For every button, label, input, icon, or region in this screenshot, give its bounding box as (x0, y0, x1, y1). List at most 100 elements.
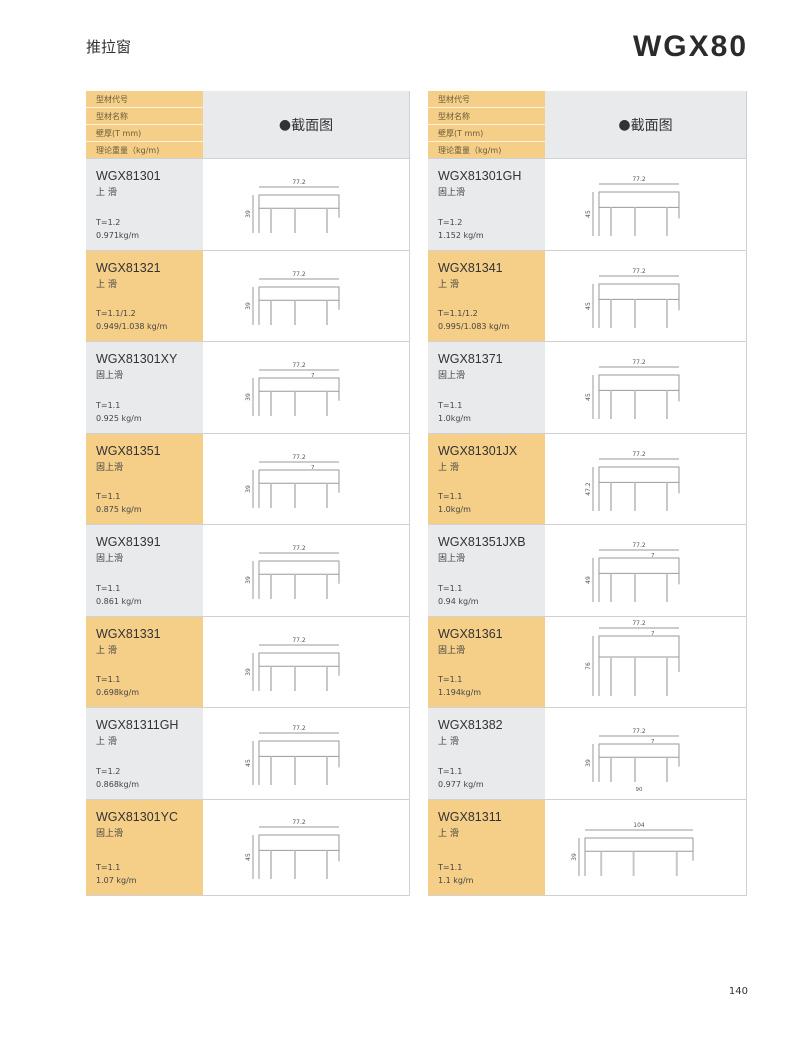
profile-code: WGX81301YC (96, 809, 178, 824)
profile-name: 上 滑 (438, 828, 459, 839)
section-drawing: 77.2 47.2 (585, 451, 679, 511)
profile-code: WGX81371 (438, 352, 503, 366)
profile-info: WGX81361 固上滑 T=1.1 1.194kg/m (428, 616, 545, 707)
theoretical-weight: 0.949/1.038 kg/m (96, 322, 168, 331)
header-caption: ● 截面图 (545, 91, 746, 158)
header-labels: 型材代号 型材名称 壁厚(T mm) 理论重量（kg/m) (428, 91, 545, 158)
profile-info: WGX81341 上 滑 T=1.1/1.2 0.995/1.083 kg/m (428, 250, 545, 341)
section-drawing: 77.2 39 7 (245, 362, 340, 417)
table-row: WGX81311GH 上 滑 T=1.2 0.868kg/m 77.2 45 (86, 708, 409, 800)
profile-outline (258, 834, 340, 879)
section-title: 推拉窗 (86, 38, 132, 56)
header-label: 理论重量（kg/m) (438, 145, 502, 155)
header-label: 型材名称 (428, 108, 545, 125)
wall-thickness: T=1.1 (438, 766, 463, 776)
profile-info: WGX81301YC 固上滑 T=1.1 1.07 kg/m (86, 799, 203, 895)
section-drawing-cell: 77.2 45 (545, 159, 746, 250)
theoretical-weight: 1.152 kg/m (438, 230, 484, 240)
section-drawing: 77.2 76 7 (585, 620, 679, 696)
profile-code: WGX81391 (96, 535, 161, 549)
profile-code: WGX81351JXB (438, 535, 526, 549)
profile-spec: T=1.1 1.1 kg/m (438, 861, 473, 887)
profile-spec: T=1.2 0.868kg/m (96, 765, 139, 791)
profile-spec: T=1.1 0.925 kg/m (96, 399, 142, 425)
profile-info: WGX81311 上 滑 T=1.1 1.1 kg/m (428, 799, 545, 895)
table-row: WGX81301YC 固上滑 T=1.1 1.07 kg/m 77.2 45 (86, 799, 409, 895)
caption-text: 截面图 (630, 117, 673, 134)
wall-thickness: T=1.1/1.2 (438, 309, 478, 318)
section-drawing-cell: 77.2 45 (545, 250, 746, 341)
profile-outline (258, 740, 340, 786)
profile-spec: T=1.2 1.152 kg/m (438, 216, 484, 242)
height-dimension: 39 (571, 853, 578, 861)
height-dimension: 45 (585, 393, 592, 401)
profile-info: WGX81371 固上滑 T=1.1 1.0kg/m (428, 342, 545, 433)
profile-info: WGX81301XY 固上滑 T=1.1 0.925 kg/m (86, 342, 203, 433)
profile-info: WGX81301 上 滑 T=1.2 0.971kg/m (86, 159, 203, 250)
profile-spec: T=1.1 0.875 kg/m (96, 490, 142, 516)
profile-name: 上 滑 (96, 645, 117, 656)
table-row: WGX81351 固上滑 T=1.1 0.875 kg/m 77.2 39 7 (86, 433, 409, 525)
profile-table-left: 型材代号 型材名称 壁厚(T mm) 理论重量（kg/m) ● 截面图 WGX81301 上… (86, 91, 410, 896)
width-dimension: 77.2 (292, 637, 306, 644)
profile-info: WGX81351JXB 固上滑 T=1.1 0.94 kg/m (428, 525, 545, 616)
table-row: WGX81341 上 滑 T=1.1/1.2 0.995/1.083 kg/m 77.2… (428, 250, 746, 342)
wall-thickness: T=1.1 (96, 862, 121, 872)
page-number: 140 (728, 986, 748, 997)
header-label: 壁厚(T mm) (428, 125, 545, 142)
section-drawing-cell: 77.2 47.2 (545, 433, 746, 524)
groove-dimension: 7 (651, 739, 655, 745)
section-drawing-cell: 77.2 39 7 90 (545, 708, 746, 799)
theoretical-weight: 1.07 kg/m (96, 875, 137, 885)
profile-spec: T=1.1 0.861 kg/m (96, 582, 142, 608)
theoretical-weight: 1.0kg/m (438, 413, 471, 423)
width-dimension: 77.2 (292, 454, 306, 461)
table-row: WGX81361 固上滑 T=1.1 1.194kg/m 77.2 76 7 (428, 616, 746, 708)
wall-thickness: T=1.1 (96, 492, 121, 501)
section-drawing: 77.2 45 (245, 819, 340, 879)
profile-outline (598, 283, 679, 328)
profile-spec: T=1.1 0.94 kg/m (438, 582, 479, 608)
wall-thickness: T=1.1/1.2 (96, 309, 136, 318)
height-dimension: 76 (585, 662, 592, 670)
profile-code: WGX81321 (96, 260, 161, 275)
profile-spec: T=1.1 1.0kg/m (438, 490, 471, 516)
height-dimension: 45 (245, 759, 252, 767)
profile-name: 固上滑 (438, 371, 466, 381)
section-drawing-cell: 77.2 39 (203, 159, 409, 250)
profile-name: 上 滑 (438, 279, 459, 290)
theoretical-weight: 0.868kg/m (96, 779, 140, 789)
table-row: WGX81331 上 滑 T=1.1 0.698kg/m 77.2 39 (86, 616, 409, 708)
table-row: WGX81321 上 滑 T=1.1/1.2 0.949/1.038 kg/m 77.2… (86, 250, 409, 342)
section-drawing: 77.2 39 (245, 545, 340, 600)
profile-name: 上 滑 (96, 188, 117, 198)
height-dimension: 39 (245, 576, 252, 584)
profile-code: WGX81361 (438, 626, 503, 641)
profile-code: WGX81301 (96, 169, 161, 183)
profile-code: WGX81351 (96, 443, 161, 458)
section-drawing-cell: 77.2 39 7 (203, 433, 409, 524)
profile-code: WGX81331 (96, 626, 161, 641)
width-dimension: 77.2 (292, 819, 306, 826)
header-label: 型材代号 (428, 91, 545, 108)
series-title: WGX80 (632, 30, 748, 63)
caption-text: 截面图 (291, 117, 334, 134)
profile-outline (258, 377, 340, 417)
section-drawing: 77.2 45 (245, 725, 340, 786)
profile-name: 固上滑 (438, 645, 466, 656)
profile-info: WGX81301GH 固上滑 T=1.2 1.152 kg/m (428, 159, 545, 250)
profile-spec: T=1.1 1.0kg/m (438, 399, 471, 425)
profile-outline (258, 560, 340, 600)
groove-dimension: 7 (311, 465, 315, 471)
wall-thickness: T=1.1 (438, 492, 463, 501)
profile-name: 上 滑 (438, 462, 459, 473)
profile-spec: T=1.1/1.2 0.995/1.083 kg/m (438, 307, 509, 333)
theoretical-weight: 0.925 kg/m (96, 413, 142, 423)
height-dimension: 45 (585, 210, 592, 218)
profile-outline (258, 286, 340, 325)
section-drawing: 77.2 45 (585, 359, 679, 420)
profile-info: WGX81382 上 滑 T=1.1 0.977 kg/m (428, 708, 545, 799)
profile-outline (598, 191, 679, 237)
profile-code: WGX81311GH (96, 718, 179, 732)
profile-table-right: 型材代号 型材名称 壁厚(T mm) 理论重量（kg/m) ● 截面图 WGX81301G… (428, 91, 747, 896)
